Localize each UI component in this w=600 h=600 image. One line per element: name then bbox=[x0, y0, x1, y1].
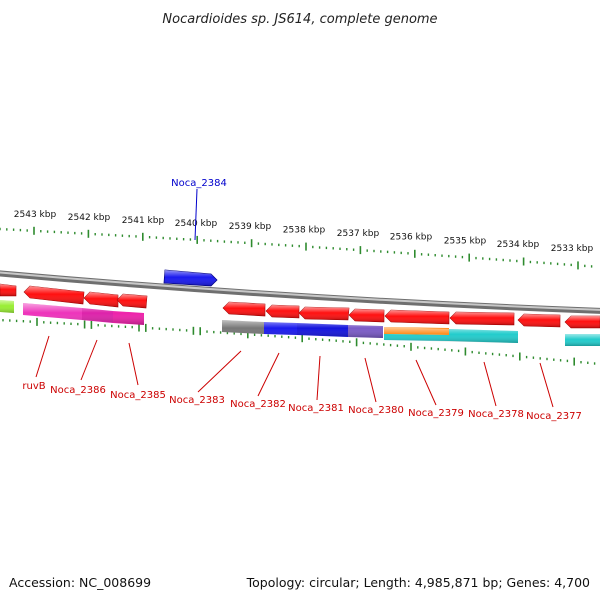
label-noca-2379[interactable]: Noca_2379 bbox=[408, 408, 464, 419]
leader-noca-2377 bbox=[539, 362, 554, 408]
lower-scale bbox=[2, 317, 596, 366]
gene-labels: Noca_2384 ruvB Noca_2386 Noca_2385 Noca_… bbox=[22, 178, 581, 422]
scale-label: 2539 kbp bbox=[229, 222, 272, 232]
block-gloss-layer bbox=[0, 300, 600, 346]
leader-noca-2379 bbox=[415, 359, 437, 406]
backbone-highlight bbox=[0, 271, 600, 311]
scale-label: 2541 kbp bbox=[122, 216, 165, 226]
leader-noca-2378 bbox=[483, 361, 497, 407]
label-noca-2377[interactable]: Noca_2377 bbox=[526, 411, 582, 422]
leader-noca-2382 bbox=[257, 352, 280, 397]
arrow-gloss-layer bbox=[0, 284, 600, 328]
label-noca-2381[interactable]: Noca_2381 bbox=[288, 403, 344, 414]
genome-summary-text: Topology: circular; Length: 4,985,871 bp… bbox=[246, 575, 590, 590]
forward-strand bbox=[163, 269, 218, 287]
scale-label: 2543 kbp bbox=[14, 210, 57, 220]
accession-text: Accession: NC_008699 bbox=[9, 575, 151, 590]
label-noca-2385[interactable]: Noca_2385 bbox=[110, 390, 166, 401]
scale-label: 2540 kbp bbox=[175, 219, 218, 229]
scale-label: 2535 kbp bbox=[444, 236, 487, 246]
label-ruvb[interactable]: ruvB bbox=[22, 381, 45, 392]
leader-noca-2383 bbox=[197, 350, 242, 393]
leader-noca-2381 bbox=[316, 355, 321, 401]
reverse-strand-arrows bbox=[0, 283, 600, 329]
upper-scale: 2543 kbp 2542 kbp 2541 kbp 2540 kbp 2539 kbp… bbox=[0, 210, 593, 270]
leader-noca-2380 bbox=[364, 357, 377, 403]
scale-label: 2536 kbp bbox=[390, 233, 433, 243]
scale-label: 2537 kbp bbox=[337, 229, 380, 239]
label-noca-2386[interactable]: Noca_2386 bbox=[50, 385, 106, 396]
leader-noca-2386 bbox=[80, 339, 98, 381]
gene-gloss bbox=[164, 270, 217, 286]
label-noca-2383[interactable]: Noca_2383 bbox=[169, 395, 225, 406]
leader-ruvb bbox=[35, 335, 50, 378]
scale-label: 2534 kbp bbox=[497, 240, 540, 250]
leader-noca-2384 bbox=[194, 188, 198, 241]
label-noca-2382[interactable]: Noca_2382 bbox=[230, 399, 286, 410]
label-noca-2384[interactable]: Noca_2384 bbox=[171, 178, 227, 189]
reverse-strand-blocks bbox=[0, 300, 600, 346]
leader-lines bbox=[35, 188, 554, 408]
scale-label: 2542 kbp bbox=[68, 213, 111, 223]
label-noca-2380[interactable]: Noca_2380 bbox=[348, 405, 404, 416]
scale-label: 2533 kbp bbox=[551, 244, 594, 254]
leader-noca-2385 bbox=[128, 342, 139, 386]
label-noca-2378[interactable]: Noca_2378 bbox=[468, 409, 524, 420]
map-title: Nocardioides sp. JS614, complete genome bbox=[162, 12, 437, 27]
scale-label: 2538 kbp bbox=[283, 226, 326, 236]
